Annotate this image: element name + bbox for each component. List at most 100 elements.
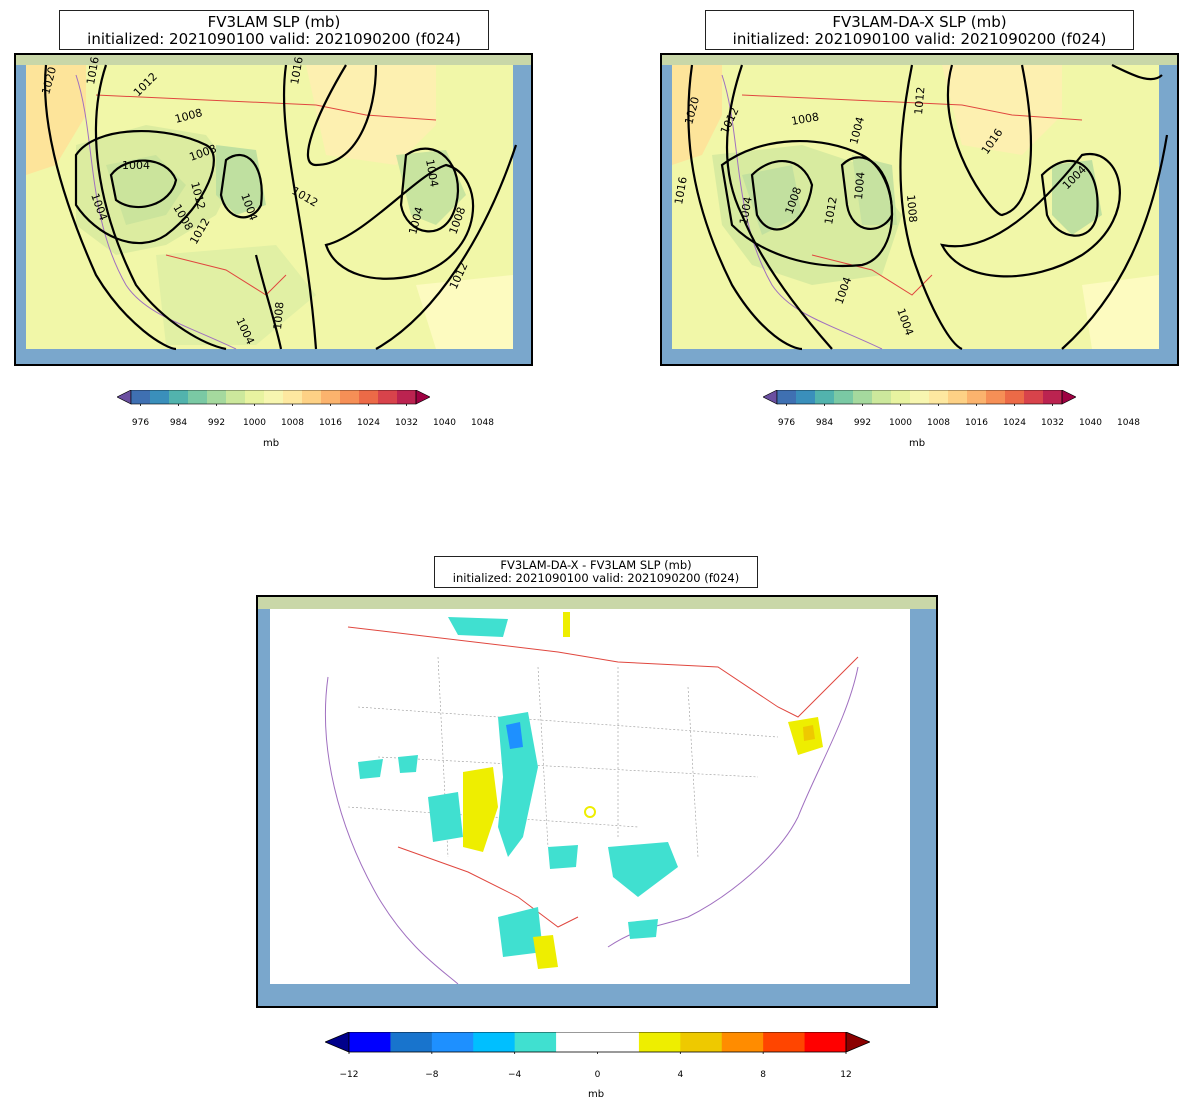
- colorbar-segment: [188, 390, 208, 404]
- colorbar-segment: [967, 390, 987, 404]
- colorbar-tick-label: 1032: [395, 418, 418, 428]
- colorbar-segment: [169, 390, 189, 404]
- colorbar-tick-label: 0: [594, 1070, 601, 1080]
- panel2-map-svg: 1020 1016 1012 1008 1004 1008 1004 1012 …: [662, 55, 1177, 364]
- colorbar-segment: [777, 390, 797, 404]
- colorbar-tick-label: 992: [853, 418, 872, 428]
- colorbar-tick-label: 984: [815, 418, 834, 428]
- colorbar-segment: [264, 390, 284, 404]
- colorbar-extend-max: [1061, 389, 1077, 405]
- colorbar-segment: [340, 390, 360, 404]
- colorbar-segment: [680, 1032, 723, 1052]
- panel2-colorbar-unit: mb: [908, 438, 926, 449]
- colorbar-extend-max: [415, 389, 431, 405]
- colorbar-extend-min: [116, 389, 132, 405]
- panel1-colorbar-unit: mb: [262, 438, 280, 449]
- colorbar-segment: [597, 1032, 640, 1052]
- contour-label: 1004: [423, 158, 441, 188]
- colorbar-tick-label: 1040: [433, 418, 456, 428]
- colorbar-segment: [1024, 390, 1044, 404]
- panel1-colorbar-svg: [116, 389, 483, 407]
- contour-label: 1016: [672, 176, 690, 206]
- colorbar-tick-label: 1024: [1003, 418, 1026, 428]
- colorbar-segment: [131, 390, 151, 404]
- colorbar-segment: [302, 390, 322, 404]
- contour-label: 1008: [271, 301, 286, 330]
- colorbar-segment: [929, 390, 949, 404]
- colorbar-segment: [349, 1032, 391, 1052]
- panel2-title: FV3LAM-DA-X SLP (mb) initialized: 202109…: [705, 10, 1134, 50]
- colorbar-tick-label: 1040: [1079, 418, 1102, 428]
- panel1-title: FV3LAM SLP (mb) initialized: 2021090100 …: [59, 10, 489, 50]
- contour-label: 1012: [912, 86, 927, 115]
- colorbar-segment: [283, 390, 303, 404]
- contour-label: 1004: [737, 196, 755, 226]
- colorbar-segment: [390, 1032, 433, 1052]
- panel3-map-svg: [258, 597, 936, 1006]
- panel3-title: FV3LAM-DA-X - FV3LAM SLP (mb) initialize…: [434, 556, 758, 588]
- colorbar-segment: [514, 1032, 557, 1052]
- colorbar-tick-label: 1016: [319, 418, 342, 428]
- colorbar-segment: [891, 390, 911, 404]
- colorbar-segment: [150, 390, 170, 404]
- colorbar-tick-label: 984: [169, 418, 188, 428]
- colorbar-tick-label: 976: [777, 418, 796, 428]
- contour-label: 1016: [84, 56, 102, 86]
- panel1-title-line1: FV3LAM SLP (mb): [207, 13, 341, 31]
- colorbar-extend-min: [762, 389, 778, 405]
- colorbar-tick-label: 1016: [965, 418, 988, 428]
- colorbar-extend-max: [845, 1031, 872, 1053]
- contour-label: 1008: [790, 110, 820, 128]
- contour-label: 1004: [122, 159, 150, 172]
- contour-label: 1016: [288, 56, 306, 86]
- panel1-title-line2: initialized: 2021090100 valid: 202109020…: [87, 30, 461, 49]
- colorbar-tick-label: 1048: [471, 418, 494, 428]
- colorbar-segment: [638, 1032, 681, 1052]
- panel3-colorbar-unit: mb: [587, 1089, 605, 1100]
- colorbar-segment: [397, 390, 417, 404]
- colorbar-segment: [763, 1032, 806, 1052]
- colorbar-tick-label: 1008: [927, 418, 950, 428]
- colorbar-tick-label: 976: [131, 418, 150, 428]
- colorbar-extend-min: [323, 1031, 350, 1053]
- colorbar-segment: [872, 390, 892, 404]
- colorbar-segment: [207, 390, 227, 404]
- colorbar-tick-label: 1008: [281, 418, 304, 428]
- colorbar-segment: [1043, 390, 1063, 404]
- panel3-colorbar: −12 −8 −4 0 4 8 12 mb: [323, 1031, 872, 1112]
- contour-label: 1008: [904, 194, 919, 223]
- contour-label: 1012: [822, 196, 840, 226]
- colorbar-tick-label: 1000: [243, 418, 266, 428]
- colorbar-tick-label: −12: [339, 1070, 359, 1080]
- colorbar-segment: [321, 390, 341, 404]
- colorbar-tick-label: 12: [840, 1070, 852, 1080]
- colorbar-tick-label: 8: [760, 1070, 767, 1080]
- colorbar-segment: [226, 390, 246, 404]
- colorbar-tick-label: 1048: [1117, 418, 1140, 428]
- panel2-colorbar: 976 984 992 1000 1008 1016 1024 1032 1040 1048 mb: [762, 389, 1140, 450]
- panel1-map: 1020 1016 1012 1008 1004 1008 1004 1012 …: [14, 53, 533, 366]
- panel2-title-line1: FV3LAM-DA-X SLP (mb): [832, 13, 1007, 31]
- panel2-title-line2: initialized: 2021090100 valid: 202109020…: [732, 30, 1107, 49]
- colorbar-segment: [473, 1032, 516, 1052]
- colorbar-segment: [986, 390, 1006, 404]
- colorbar-tick-label: 1024: [357, 418, 380, 428]
- colorbar-tick-label: 1032: [1041, 418, 1064, 428]
- colorbar-segment: [796, 390, 816, 404]
- colorbar-segment: [834, 390, 854, 404]
- colorbar-segment: [815, 390, 835, 404]
- panel3-map: [256, 595, 938, 1008]
- colorbar-segment: [431, 1032, 474, 1052]
- panel2-colorbar-svg: [762, 389, 1129, 407]
- colorbar-tick-label: 1000: [889, 418, 912, 428]
- panel1-map-svg: 1020 1016 1012 1008 1004 1008 1004 1012 …: [16, 55, 531, 364]
- colorbar-segment: [378, 390, 398, 404]
- colorbar-segment: [721, 1032, 764, 1052]
- colorbar-segment: [853, 390, 873, 404]
- panel3-title-line2: initialized: 2021090100 valid: 202109020…: [452, 571, 740, 586]
- colorbar-segment: [359, 390, 379, 404]
- panel1-colorbar: 976 984 992 1000 1008 1016 1024 1032 1040 1048 mb: [116, 389, 494, 450]
- colorbar-segment: [948, 390, 968, 404]
- colorbar-segment: [1005, 390, 1025, 404]
- contour-label: 1004: [852, 171, 867, 200]
